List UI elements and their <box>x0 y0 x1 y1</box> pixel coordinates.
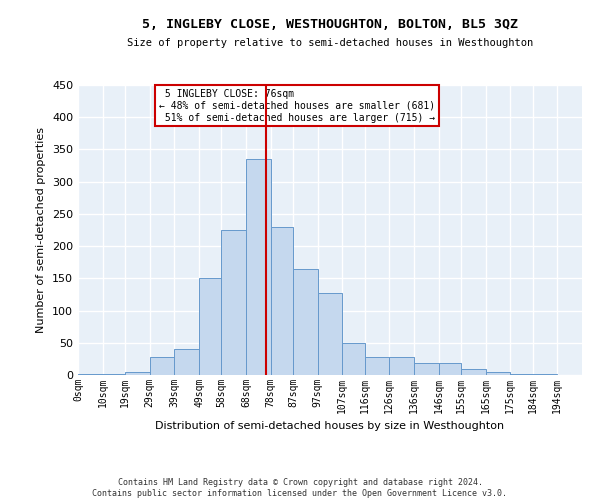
Text: Contains HM Land Registry data © Crown copyright and database right 2024.
Contai: Contains HM Land Registry data © Crown c… <box>92 478 508 498</box>
Bar <box>78 374 103 375</box>
Bar <box>461 368 485 375</box>
Bar <box>149 357 175 375</box>
Bar <box>246 159 271 375</box>
X-axis label: Distribution of semi-detached houses by size in Westhoughton: Distribution of semi-detached houses by … <box>155 422 505 432</box>
Text: Size of property relative to semi-detached houses in Westhoughton: Size of property relative to semi-detach… <box>127 38 533 48</box>
Bar <box>533 374 557 375</box>
Text: 5 INGLEBY CLOSE: 76sqm
← 48% of semi-detached houses are smaller (681)
 51% of s: 5 INGLEBY CLOSE: 76sqm ← 48% of semi-det… <box>158 90 435 122</box>
Bar <box>439 364 461 375</box>
Bar <box>125 372 149 375</box>
Bar <box>175 349 199 375</box>
Y-axis label: Number of semi-detached properties: Number of semi-detached properties <box>37 127 46 333</box>
Bar <box>343 343 365 375</box>
Bar <box>389 357 414 375</box>
Bar <box>221 230 246 375</box>
Bar <box>414 364 439 375</box>
Bar <box>365 357 389 375</box>
Text: 5, INGLEBY CLOSE, WESTHOUGHTON, BOLTON, BL5 3QZ: 5, INGLEBY CLOSE, WESTHOUGHTON, BOLTON, … <box>142 18 518 30</box>
Bar <box>103 374 125 375</box>
Bar <box>293 268 317 375</box>
Bar <box>511 374 533 375</box>
Bar <box>271 227 293 375</box>
Bar <box>199 278 221 375</box>
Bar <box>485 372 511 375</box>
Bar <box>317 292 343 375</box>
